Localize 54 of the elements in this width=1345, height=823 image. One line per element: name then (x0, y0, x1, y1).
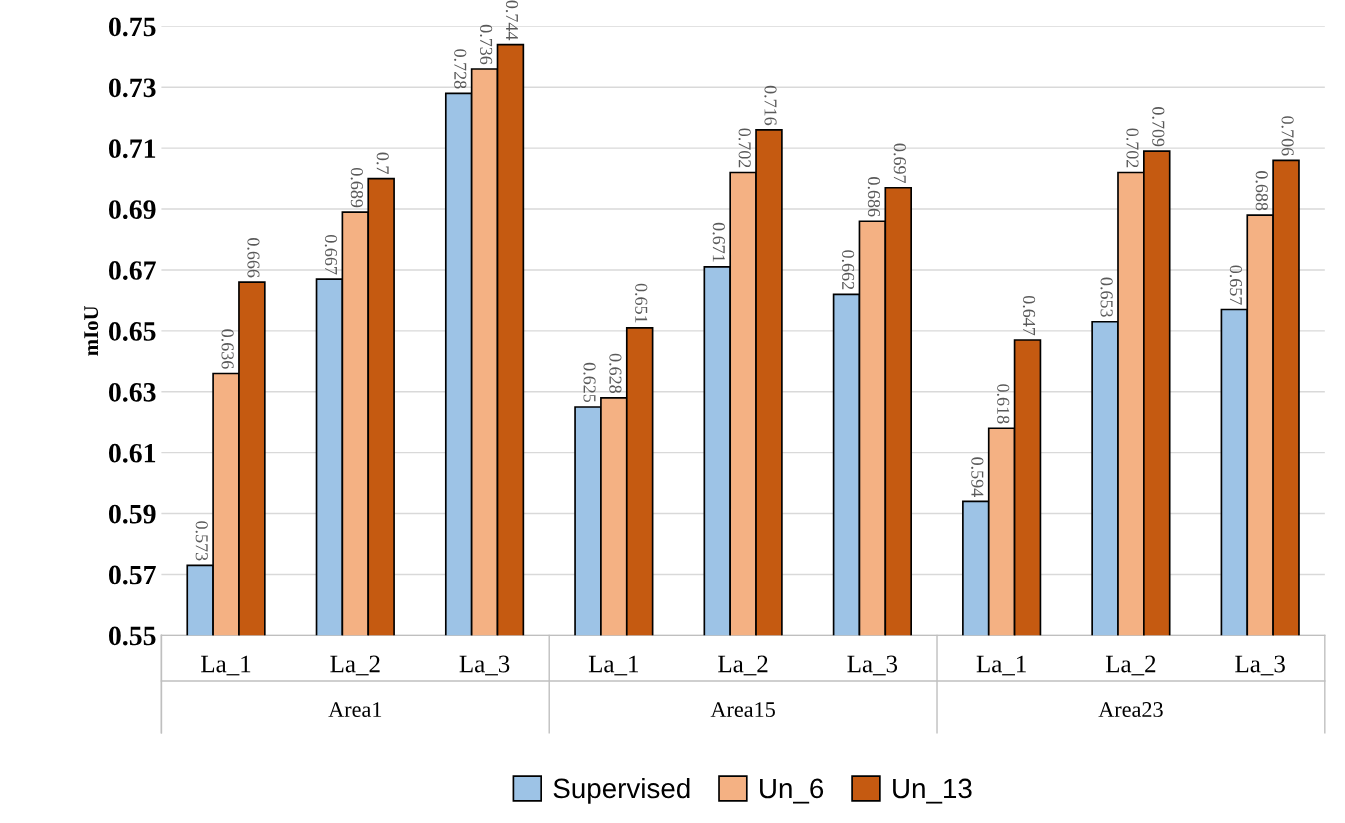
text: Area1 (328, 702, 382, 718)
y-tick-label: 0.63 (108, 382, 156, 402)
data-label: 0.625 (583, 362, 596, 403)
x-tick-label: La_2 (1105, 655, 1156, 676)
y-tick-label: 0.59 (108, 504, 156, 524)
data-label: 0.662 (841, 250, 855, 290)
x-tick-label: La_2 (330, 655, 380, 676)
y-axis-title: mIoU (84, 305, 99, 356)
data-label: 0.667 (324, 234, 338, 275)
x-tick-label: La_3 (459, 655, 510, 676)
data-label: 0.653 (1100, 277, 1113, 317)
x-tick-label: La_1 (588, 655, 639, 676)
data-label: 0.628 (609, 353, 622, 393)
data-label: 0.651 (635, 283, 648, 323)
legend-label: Un_6 (760, 778, 824, 804)
data-label: 0.636 (221, 329, 234, 369)
text: Area23 (1098, 702, 1163, 718)
data-label: 0.716 (764, 85, 777, 126)
data-label: 0.594 (971, 457, 984, 497)
data-label: 0.618 (997, 384, 1010, 424)
data-label: 0.702 (1126, 128, 1139, 168)
data-label: 0.573 (195, 521, 208, 561)
data-label: 0.709 (1152, 107, 1165, 147)
y-tick-label: 0.75 (108, 17, 156, 37)
x-tick-label: La_1 (976, 655, 1026, 676)
data-label: 0.697 (893, 143, 906, 184)
data-label: 0.647 (1022, 295, 1036, 336)
x-tick-label: La_1 (201, 655, 251, 676)
data-label: 0.688 (1255, 171, 1268, 211)
y-tick-label: 0.73 (108, 78, 156, 98)
legend-label: Un_13 (893, 778, 972, 804)
y-tick-label: 0.71 (108, 139, 156, 159)
data-label: 0.706 (1281, 116, 1294, 156)
x-tick-label: La_2 (718, 655, 768, 676)
y-tick-label: 0.61 (108, 443, 156, 463)
data-label: 0.744 (505, 0, 519, 41)
data-label: 0.671 (712, 222, 725, 262)
legend-label: Supervised (553, 777, 690, 804)
data-label: 0.686 (867, 177, 881, 217)
data-label: 0.657 (1229, 265, 1242, 305)
data-label: 0.666 (247, 238, 260, 278)
y-tick-label: 0.69 (108, 200, 156, 220)
data-label: 0.702 (738, 128, 751, 168)
text: Area15 (710, 702, 775, 718)
data-label: 0.689 (350, 167, 363, 208)
data-label: 0.736 (479, 24, 493, 65)
data-label: 0.7 (376, 152, 389, 174)
x-tick-label: La_3 (1235, 655, 1285, 676)
x-tick-label: La_3 (847, 655, 898, 676)
data-label: 0.728 (454, 49, 467, 89)
y-tick-label: 0.67 (108, 261, 156, 280)
y-tick-label: 0.55 (108, 626, 156, 646)
y-tick-label: 0.57 (108, 565, 156, 585)
y-tick-label: 0.65 (108, 322, 156, 341)
